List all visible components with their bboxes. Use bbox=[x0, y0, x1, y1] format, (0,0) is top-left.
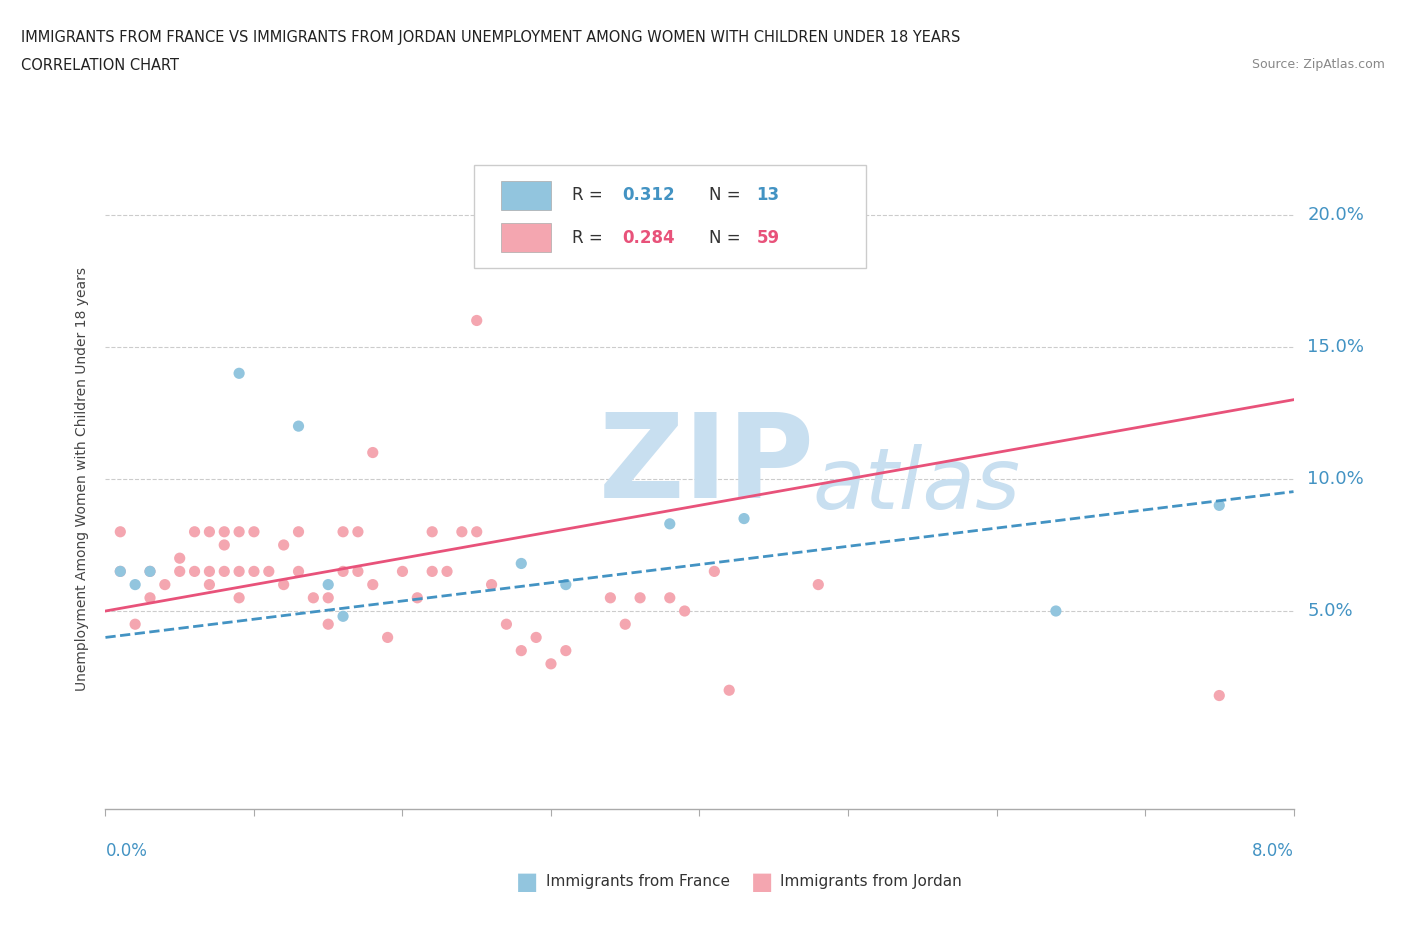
Point bbox=[658, 591, 681, 605]
Point bbox=[420, 564, 443, 578]
Text: 0.0%: 0.0% bbox=[105, 842, 148, 860]
Point bbox=[214, 564, 236, 578]
Point bbox=[287, 418, 309, 433]
Y-axis label: Unemployment Among Women with Children Under 18 years: Unemployment Among Women with Children U… bbox=[76, 267, 90, 691]
Point bbox=[465, 525, 488, 539]
Point bbox=[554, 578, 576, 592]
Text: ■: ■ bbox=[516, 870, 538, 894]
Point bbox=[273, 538, 295, 552]
Point bbox=[718, 683, 741, 698]
Point bbox=[287, 525, 309, 539]
Point bbox=[465, 313, 488, 328]
Point bbox=[316, 591, 339, 605]
Point bbox=[406, 591, 429, 605]
Point bbox=[316, 617, 339, 631]
Point bbox=[214, 525, 236, 539]
Point bbox=[110, 564, 132, 578]
Point bbox=[228, 564, 250, 578]
Point bbox=[673, 604, 696, 618]
Point bbox=[228, 525, 250, 539]
Text: 15.0%: 15.0% bbox=[1308, 338, 1364, 356]
Point bbox=[420, 525, 443, 539]
Point bbox=[124, 617, 146, 631]
Point bbox=[214, 538, 236, 552]
Point bbox=[481, 578, 503, 592]
Point bbox=[391, 564, 413, 578]
Point bbox=[628, 591, 651, 605]
Point bbox=[361, 445, 384, 460]
Point bbox=[332, 609, 354, 624]
Point bbox=[332, 564, 354, 578]
Text: R =: R = bbox=[572, 229, 609, 246]
Point bbox=[139, 564, 162, 578]
Point bbox=[614, 617, 637, 631]
Point bbox=[139, 591, 162, 605]
Point bbox=[287, 564, 309, 578]
Point bbox=[347, 564, 370, 578]
Point bbox=[183, 525, 205, 539]
Text: IMMIGRANTS FROM FRANCE VS IMMIGRANTS FROM JORDAN UNEMPLOYMENT AMONG WOMEN WITH C: IMMIGRANTS FROM FRANCE VS IMMIGRANTS FRO… bbox=[21, 30, 960, 45]
Point bbox=[495, 617, 517, 631]
FancyBboxPatch shape bbox=[501, 181, 551, 210]
Point bbox=[243, 525, 266, 539]
Point bbox=[169, 564, 191, 578]
Point bbox=[139, 564, 162, 578]
Point bbox=[510, 556, 533, 571]
Point bbox=[658, 516, 681, 531]
Point bbox=[599, 591, 621, 605]
Point bbox=[198, 578, 221, 592]
Point bbox=[733, 512, 755, 526]
Point bbox=[1045, 604, 1067, 618]
Point bbox=[361, 578, 384, 592]
Text: N =: N = bbox=[709, 186, 745, 205]
Point bbox=[110, 525, 132, 539]
Text: 8.0%: 8.0% bbox=[1251, 842, 1294, 860]
Text: 59: 59 bbox=[756, 229, 780, 246]
Point bbox=[807, 578, 830, 592]
FancyBboxPatch shape bbox=[501, 223, 551, 252]
Text: Immigrants from Jordan: Immigrants from Jordan bbox=[780, 874, 962, 889]
Text: 5.0%: 5.0% bbox=[1308, 602, 1353, 620]
Point bbox=[377, 630, 399, 644]
Point bbox=[183, 564, 205, 578]
Text: Immigrants from France: Immigrants from France bbox=[546, 874, 730, 889]
Point bbox=[1208, 498, 1230, 512]
Text: R =: R = bbox=[572, 186, 609, 205]
Point bbox=[302, 591, 325, 605]
Text: Source: ZipAtlas.com: Source: ZipAtlas.com bbox=[1251, 58, 1385, 71]
Point bbox=[153, 578, 176, 592]
Point bbox=[257, 564, 280, 578]
FancyBboxPatch shape bbox=[474, 166, 866, 268]
Point bbox=[510, 644, 533, 658]
Point bbox=[198, 564, 221, 578]
Text: 10.0%: 10.0% bbox=[1308, 470, 1364, 488]
Text: ZIP: ZIP bbox=[599, 408, 814, 524]
Point bbox=[703, 564, 725, 578]
Point bbox=[332, 525, 354, 539]
Point bbox=[124, 578, 146, 592]
Point bbox=[1208, 688, 1230, 703]
Point bbox=[110, 564, 132, 578]
Text: atlas: atlas bbox=[813, 444, 1021, 527]
Point bbox=[524, 630, 547, 644]
Point bbox=[243, 564, 266, 578]
Point bbox=[554, 644, 576, 658]
Point bbox=[347, 525, 370, 539]
Point bbox=[450, 525, 472, 539]
Text: N =: N = bbox=[709, 229, 745, 246]
Text: 13: 13 bbox=[756, 186, 780, 205]
Text: 20.0%: 20.0% bbox=[1308, 206, 1364, 224]
Point bbox=[228, 591, 250, 605]
Text: 0.284: 0.284 bbox=[623, 229, 675, 246]
Text: ■: ■ bbox=[751, 870, 773, 894]
Point bbox=[316, 578, 339, 592]
Point bbox=[169, 551, 191, 565]
Text: CORRELATION CHART: CORRELATION CHART bbox=[21, 58, 179, 73]
Text: 0.312: 0.312 bbox=[623, 186, 675, 205]
Point bbox=[228, 365, 250, 380]
Point bbox=[436, 564, 458, 578]
Point bbox=[273, 578, 295, 592]
Point bbox=[540, 657, 562, 671]
Point bbox=[198, 525, 221, 539]
